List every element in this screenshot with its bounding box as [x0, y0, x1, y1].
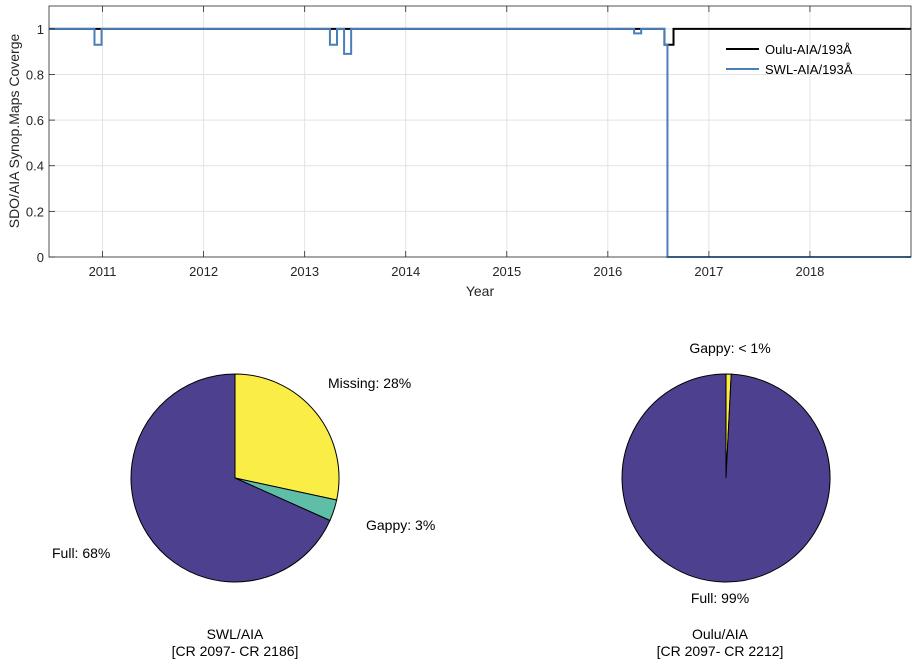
x-tick-label: 2014: [391, 264, 420, 279]
x-tick-label: 2017: [694, 264, 723, 279]
y-tick-label: 0.6: [26, 113, 44, 128]
series-lines: [49, 27, 911, 258]
x-axis-label: Year: [466, 283, 495, 299]
y-tick-label: 1: [37, 22, 44, 37]
pie-oulu-title-line2: [CR 2097- CR 2212]: [657, 643, 784, 659]
legend-entry-oulu: Oulu-AIA/193Å: [765, 42, 852, 57]
pie-swl-slice-missing: [234, 373, 340, 501]
y-tick-label: 0.8: [26, 67, 44, 82]
pie-oulu-label-full: Full: 99%: [691, 590, 749, 606]
x-tick-label: 2013: [290, 264, 319, 279]
pie-oulu-slices: [621, 373, 831, 583]
pie-oulu-slice-full: [621, 373, 831, 583]
pie-swl-label-full: Full: 68%: [52, 545, 110, 561]
legend-entry-swl: SWL-AIA/193Å: [765, 62, 853, 77]
x-ticks: 2011 2012 2013 2014 2015 2016 2017 2018: [89, 6, 824, 279]
pie-swl-label-missing: Missing: 28%: [328, 375, 411, 391]
pie-swl-title-line1: SWL/AIA: [207, 626, 264, 642]
plot-area: [49, 6, 911, 257]
pie-swl-label-gappy: Gappy: 3%: [366, 517, 435, 533]
pie-oulu-label-gappy: Gappy: < 1%: [689, 340, 770, 356]
y-tick-label: 0.2: [26, 204, 44, 219]
y-axis-label: SDO/AIA Synop.Maps Coverge: [6, 34, 22, 229]
y-tick-label: 0: [37, 250, 44, 265]
legend: Oulu-AIA/193Å SWL-AIA/193Å: [726, 42, 853, 77]
pie-swl-slice-full: [130, 373, 331, 583]
plot-frame: [48, 5, 912, 258]
pie-oulu-title-line1: Oulu/AIA: [692, 626, 749, 642]
x-tick-label: 2015: [492, 264, 521, 279]
pie-swl-slices: [130, 373, 340, 583]
y-tick-label: 0.4: [26, 159, 44, 174]
y-ticks: 0 0.2 0.4 0.6 0.8 1: [26, 22, 911, 265]
x-tick-label: 2011: [89, 264, 117, 279]
pie-chart-oulu: Gappy: < 1% Full: 99% Oulu/AIA [CR 2097-…: [621, 340, 831, 659]
x-tick-label: 2018: [795, 264, 824, 279]
pie-chart-swl: Missing: 28% Gappy: 3% Full: 68% SWL/AIA…: [52, 373, 435, 659]
x-tick-label: 2012: [189, 264, 218, 279]
pie-swl-title-line2: [CR 2097- CR 2186]: [172, 643, 299, 659]
series-line-swl: [49, 27, 911, 258]
x-tick-label: 2016: [593, 264, 622, 279]
line-chart: 2011 2012 2013 2014 2015 2016 2017 2018 0 0.2 0.4…: [6, 5, 912, 299]
